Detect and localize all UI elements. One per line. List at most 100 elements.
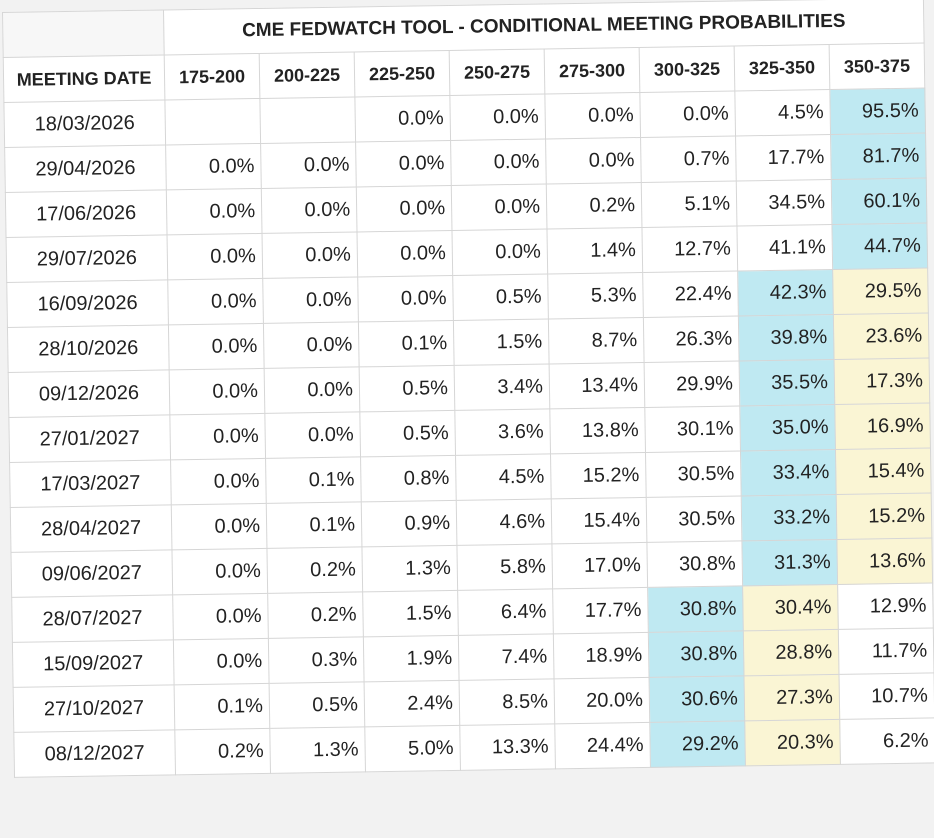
meeting-date-cell: 17/03/2027: [9, 459, 172, 508]
probability-cell: 5.0%: [364, 725, 461, 772]
meeting-date-cell: 16/09/2026: [6, 279, 169, 328]
probability-cell: 16.9%: [834, 402, 931, 450]
meeting-date-cell: 09/06/2027: [10, 549, 173, 598]
probability-cell: 31.3%: [741, 539, 838, 586]
probability-cell: 0.0%: [450, 138, 547, 186]
meeting-date-cell: 29/07/2026: [6, 234, 168, 283]
probability-cell: 17.7%: [552, 587, 649, 634]
probability-cell: 8.5%: [459, 678, 555, 726]
table-body: 18/03/2026 0.0% 0.0% 0.0% 0.0% 4.5% 95.5% 29/04…: [3, 88, 934, 778]
probability-cell: 0.0%: [264, 366, 360, 414]
meeting-date-header: MEETING DATE: [3, 54, 165, 103]
meeting-date-cell: 15/09/2027: [12, 639, 175, 688]
probability-cell: 20.0%: [554, 677, 650, 724]
probability-cell: 2.4%: [364, 680, 460, 727]
probability-cell: 0.2%: [174, 728, 271, 775]
probability-cell: 44.7%: [831, 222, 928, 270]
probability-cell: 30.6%: [649, 675, 745, 723]
probability-cell: 13.3%: [459, 723, 556, 771]
probability-cell: 0.0%: [262, 231, 358, 279]
probability-cell: 0.5%: [359, 365, 455, 412]
probability-cell: 6.2%: [839, 717, 934, 765]
probability-cell: 39.8%: [738, 314, 835, 361]
probability-cell: 5.3%: [547, 272, 644, 319]
probability-cell: 0.0%: [357, 275, 454, 322]
probability-cell: 0.1%: [174, 683, 270, 730]
probability-cell: 0.0%: [355, 140, 452, 187]
meeting-date-cell: 28/10/2026: [7, 324, 170, 373]
probability-cell: 42.3%: [737, 269, 834, 316]
probability-cell: 0.0%: [545, 137, 642, 184]
probability-cell: 20.3%: [744, 719, 841, 766]
probability-cell: 0.0%: [169, 413, 266, 460]
probability-cell: 29.9%: [644, 360, 740, 408]
probability-cell: 0.2%: [266, 546, 363, 594]
meeting-date-cell: 08/12/2027: [13, 729, 176, 778]
probability-cell: 22.4%: [642, 270, 739, 318]
probability-cell: 0.7%: [640, 135, 737, 183]
meeting-date-cell: 27/10/2027: [13, 684, 175, 733]
meeting-date-cell: 28/07/2027: [11, 594, 174, 643]
probability-cell: 13.4%: [549, 362, 645, 409]
probability-cell: 29.5%: [832, 267, 929, 315]
range-header-325-350: 325-350: [734, 44, 830, 91]
fedwatch-table: CME FEDWATCH TOOL - CONDITIONAL MEETING …: [2, 0, 934, 778]
probability-cell: 15.4%: [551, 497, 647, 544]
probability-cell: 0.5%: [269, 681, 365, 729]
meeting-date-cell: 27/01/2027: [8, 414, 171, 463]
meeting-date-cell: 09/12/2026: [8, 369, 170, 418]
probability-cell: 0.0%: [260, 141, 357, 189]
probability-cell: 33.2%: [741, 494, 837, 541]
probability-cell: 34.5%: [736, 179, 832, 226]
probability-cell: 0.0%: [168, 323, 265, 370]
range-header-225-250: 225-250: [354, 50, 450, 97]
probability-cell: 1.9%: [363, 635, 460, 682]
probability-cell: 12.9%: [837, 582, 934, 630]
probability-cell: 35.0%: [739, 404, 836, 451]
probability-cell: 0.0%: [167, 278, 264, 325]
probability-cell: 81.7%: [830, 133, 927, 180]
probability-cell: 6.4%: [457, 588, 554, 636]
range-header-300-325: 300-325: [639, 46, 735, 93]
probability-cell: 0.0%: [354, 95, 451, 142]
probability-cell: 5.1%: [641, 180, 737, 228]
probability-cell: 0.5%: [359, 410, 456, 457]
probability-cell: 30.4%: [742, 584, 839, 631]
meeting-date-cell: 28/04/2027: [10, 504, 172, 553]
probability-cell: 0.0%: [172, 593, 269, 640]
probability-cell: 35.5%: [739, 359, 835, 406]
probability-cell: 60.1%: [831, 178, 927, 225]
probability-cell: 7.4%: [458, 633, 555, 681]
probability-cell: 0.0%: [173, 638, 270, 685]
probability-cell: 0.8%: [360, 455, 457, 502]
probability-cell: 10.7%: [839, 672, 934, 720]
meeting-date-cell: 17/06/2026: [5, 189, 168, 238]
probability-cell: 0.0%: [166, 188, 263, 235]
probability-cell: 0.0%: [451, 228, 548, 276]
probability-cell: 0.0%: [451, 183, 547, 231]
probability-cell: 18.9%: [553, 632, 650, 679]
probability-cell: [259, 96, 356, 144]
probability-cell: 0.0%: [356, 230, 453, 277]
probability-cell: 1.3%: [269, 726, 366, 774]
probability-cell: 17.0%: [551, 542, 648, 589]
probability-cell: 0.1%: [265, 456, 362, 504]
probability-cell: 0.0%: [170, 458, 267, 505]
probability-cell: 1.5%: [453, 318, 550, 366]
probability-cell: 15.2%: [550, 452, 647, 499]
probability-cell: 15.4%: [835, 447, 932, 495]
probability-cell: 41.1%: [736, 224, 833, 271]
probability-cell: 0.0%: [167, 233, 263, 280]
probability-cell: 30.5%: [645, 450, 742, 498]
probability-cell: 4.5%: [734, 89, 831, 136]
probability-cell: 30.1%: [644, 405, 741, 453]
meeting-date-cell: 18/03/2026: [3, 99, 166, 148]
probability-cell: 1.4%: [546, 227, 643, 274]
probability-cell: 4.5%: [455, 453, 552, 501]
probability-cell: 28.8%: [743, 629, 840, 676]
meeting-date-cell: 29/04/2026: [4, 144, 167, 193]
probability-cell: 0.2%: [267, 591, 364, 639]
probability-cell: 3.6%: [454, 408, 551, 456]
probability-cell: 0.0%: [449, 93, 546, 141]
